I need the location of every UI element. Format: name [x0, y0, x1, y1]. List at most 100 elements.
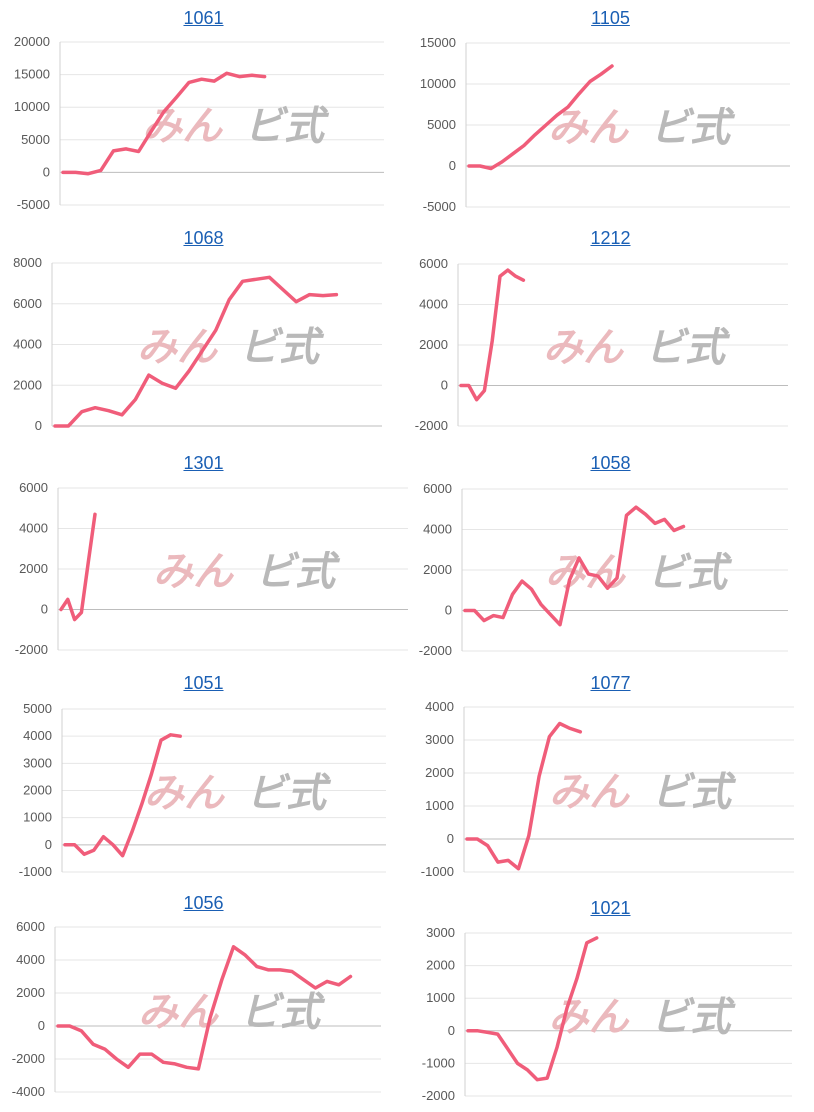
y-tick-label: 15000: [14, 67, 50, 82]
line-chart: 6000 4000 2000 0 -2000 -4000 みん ビ式: [12, 919, 381, 1099]
y-tick-label: 4000: [423, 522, 452, 537]
y-tick-label: 6000: [13, 296, 42, 311]
chart-title-link[interactable]: 1105: [591, 8, 630, 28]
y-tick-label: 0: [449, 158, 456, 173]
chart-panel: 1021 3000 2000 1000 0 -1000 -2000 みん ビ式: [407, 890, 814, 1112]
y-tick-label: -2000: [15, 642, 48, 657]
y-tick-label: -1000: [422, 1055, 455, 1070]
series-line: [59, 512, 97, 622]
y-tick-label: 2000: [419, 337, 448, 352]
y-tick-label: 20000: [14, 34, 50, 49]
chart-title-link[interactable]: 1077: [590, 673, 631, 693]
y-tick-label: 0: [41, 602, 48, 617]
watermark-text: みん: [549, 770, 631, 816]
chart-title-link[interactable]: 1068: [183, 228, 224, 248]
y-tick-label: 1000: [23, 810, 52, 825]
watermark-text: ビ式: [244, 104, 330, 150]
chart-panel: 1058 6000 4000 2000 0 -2000 みん ビ式: [407, 445, 814, 667]
watermark-text: ビ式: [651, 995, 737, 1041]
y-tick-label: 4000: [19, 521, 48, 536]
y-tick-label: 2000: [425, 765, 454, 780]
watermark-text: みん: [137, 325, 219, 371]
watermark: みん ビ式: [548, 105, 736, 151]
y-tick-label: 6000: [419, 256, 448, 271]
watermark-text: ビ式: [246, 771, 332, 817]
y-tick-label: 2000: [426, 958, 455, 973]
series-line: [459, 268, 526, 402]
watermark: みん ビ式: [142, 104, 330, 150]
y-tick-label: 2000: [16, 985, 45, 1000]
line-chart: 6000 4000 2000 0 -2000 みん ビ式: [15, 480, 408, 657]
series-line: [465, 721, 583, 871]
y-tick-label: 4000: [13, 337, 42, 352]
chart-panel: 1105 15000 10000 5000 0 -5000 みん ビ式: [407, 0, 814, 222]
y-tick-label: 0: [441, 378, 448, 393]
y-tick-label: 10000: [14, 99, 50, 114]
chart-title-link[interactable]: 1056: [183, 893, 224, 913]
y-tick-label: 4000: [16, 952, 45, 967]
y-tick-label: 5000: [21, 132, 50, 147]
chart-panel: 1068 8000 6000 4000 2000 0 みん ビ式: [0, 220, 407, 442]
chart-title-link[interactable]: 1301: [183, 453, 224, 473]
y-tick-label: 8000: [13, 255, 42, 270]
y-tick-label: 1000: [425, 798, 454, 813]
chart-title-link[interactable]: 1212: [590, 228, 631, 248]
watermark-text: ビ式: [239, 325, 325, 371]
y-tick-label: 3000: [23, 755, 52, 770]
chart-title-link[interactable]: 1021: [590, 898, 631, 918]
y-tick-label: 6000: [19, 480, 48, 495]
line-chart: 6000 4000 2000 0 -2000 みん ビ式: [419, 481, 788, 658]
watermark-text: みん: [144, 771, 226, 817]
y-tick-label: 0: [447, 831, 454, 846]
watermark: みん ビ式: [144, 771, 332, 817]
line-chart: 15000 10000 5000 0 -5000 みん ビ式: [420, 35, 790, 214]
y-tick-label: 6000: [16, 919, 45, 934]
watermark: みん ビ式: [549, 995, 737, 1041]
y-tick-label: 2000: [423, 562, 452, 577]
chart-title-link[interactable]: 1058: [590, 453, 631, 473]
line-chart: 8000 6000 4000 2000 0 みん ビ式: [13, 255, 382, 433]
y-tick-label: 0: [45, 837, 52, 852]
y-tick-label: -1000: [19, 864, 52, 879]
watermark: みん ビ式: [138, 990, 326, 1036]
y-tick-label: 2000: [23, 783, 52, 798]
watermark-text: みん: [543, 325, 625, 371]
y-tick-label: -2000: [415, 418, 448, 433]
y-tick-label: -2000: [422, 1088, 455, 1103]
y-tick-label: 2000: [13, 377, 42, 392]
watermark: みん ビ式: [543, 325, 731, 371]
y-tick-label: 5000: [23, 701, 52, 716]
y-tick-label: 3000: [426, 925, 455, 940]
y-tick-label: 0: [38, 1018, 45, 1033]
watermark-text: ビ式: [650, 105, 736, 151]
line-chart: 4000 3000 2000 1000 0 -1000 みん ビ式: [421, 699, 794, 879]
chart-panel: 1301 6000 4000 2000 0 -2000 みん ビ式: [0, 445, 408, 667]
y-tick-label: 0: [448, 1023, 455, 1038]
line-chart: 6000 4000 2000 0 -2000 みん ビ式: [415, 256, 788, 433]
y-tick-label: 15000: [420, 35, 456, 50]
y-tick-label: 10000: [420, 76, 456, 91]
y-tick-label: -4000: [12, 1084, 45, 1099]
chart-panel: 1061 20000 15000 10000 5000 0 -5000 みん ビ式: [0, 0, 407, 222]
line-chart: 3000 2000 1000 0 -1000 -2000 みん ビ式: [422, 925, 792, 1103]
series-line: [56, 945, 353, 1071]
series-line: [467, 64, 614, 171]
series-line: [63, 733, 182, 858]
line-chart: 20000 15000 10000 5000 0 -5000 みん ビ式: [14, 34, 384, 212]
y-tick-label: -2000: [12, 1051, 45, 1066]
watermark: みん ビ式: [545, 550, 733, 596]
y-tick-label: 4000: [419, 297, 448, 312]
chart-title-link[interactable]: 1051: [183, 673, 224, 693]
watermark-text: ビ式: [255, 549, 341, 595]
y-tick-label: 0: [43, 164, 50, 179]
y-tick-label: 1000: [426, 990, 455, 1005]
chart-title-link[interactable]: 1061: [183, 8, 224, 28]
chart-panel: 1056 6000 4000 2000 0 -2000 -4000 みん ビ式: [0, 885, 407, 1107]
series-line: [61, 71, 267, 176]
y-tick-label: 6000: [423, 481, 452, 496]
series-line: [53, 275, 339, 428]
y-tick-label: 0: [35, 418, 42, 433]
y-tick-label: -5000: [423, 199, 456, 214]
chart-panel: 1077 4000 3000 2000 1000 0 -1000 みん ビ式: [407, 665, 814, 887]
series-line: [463, 505, 686, 627]
